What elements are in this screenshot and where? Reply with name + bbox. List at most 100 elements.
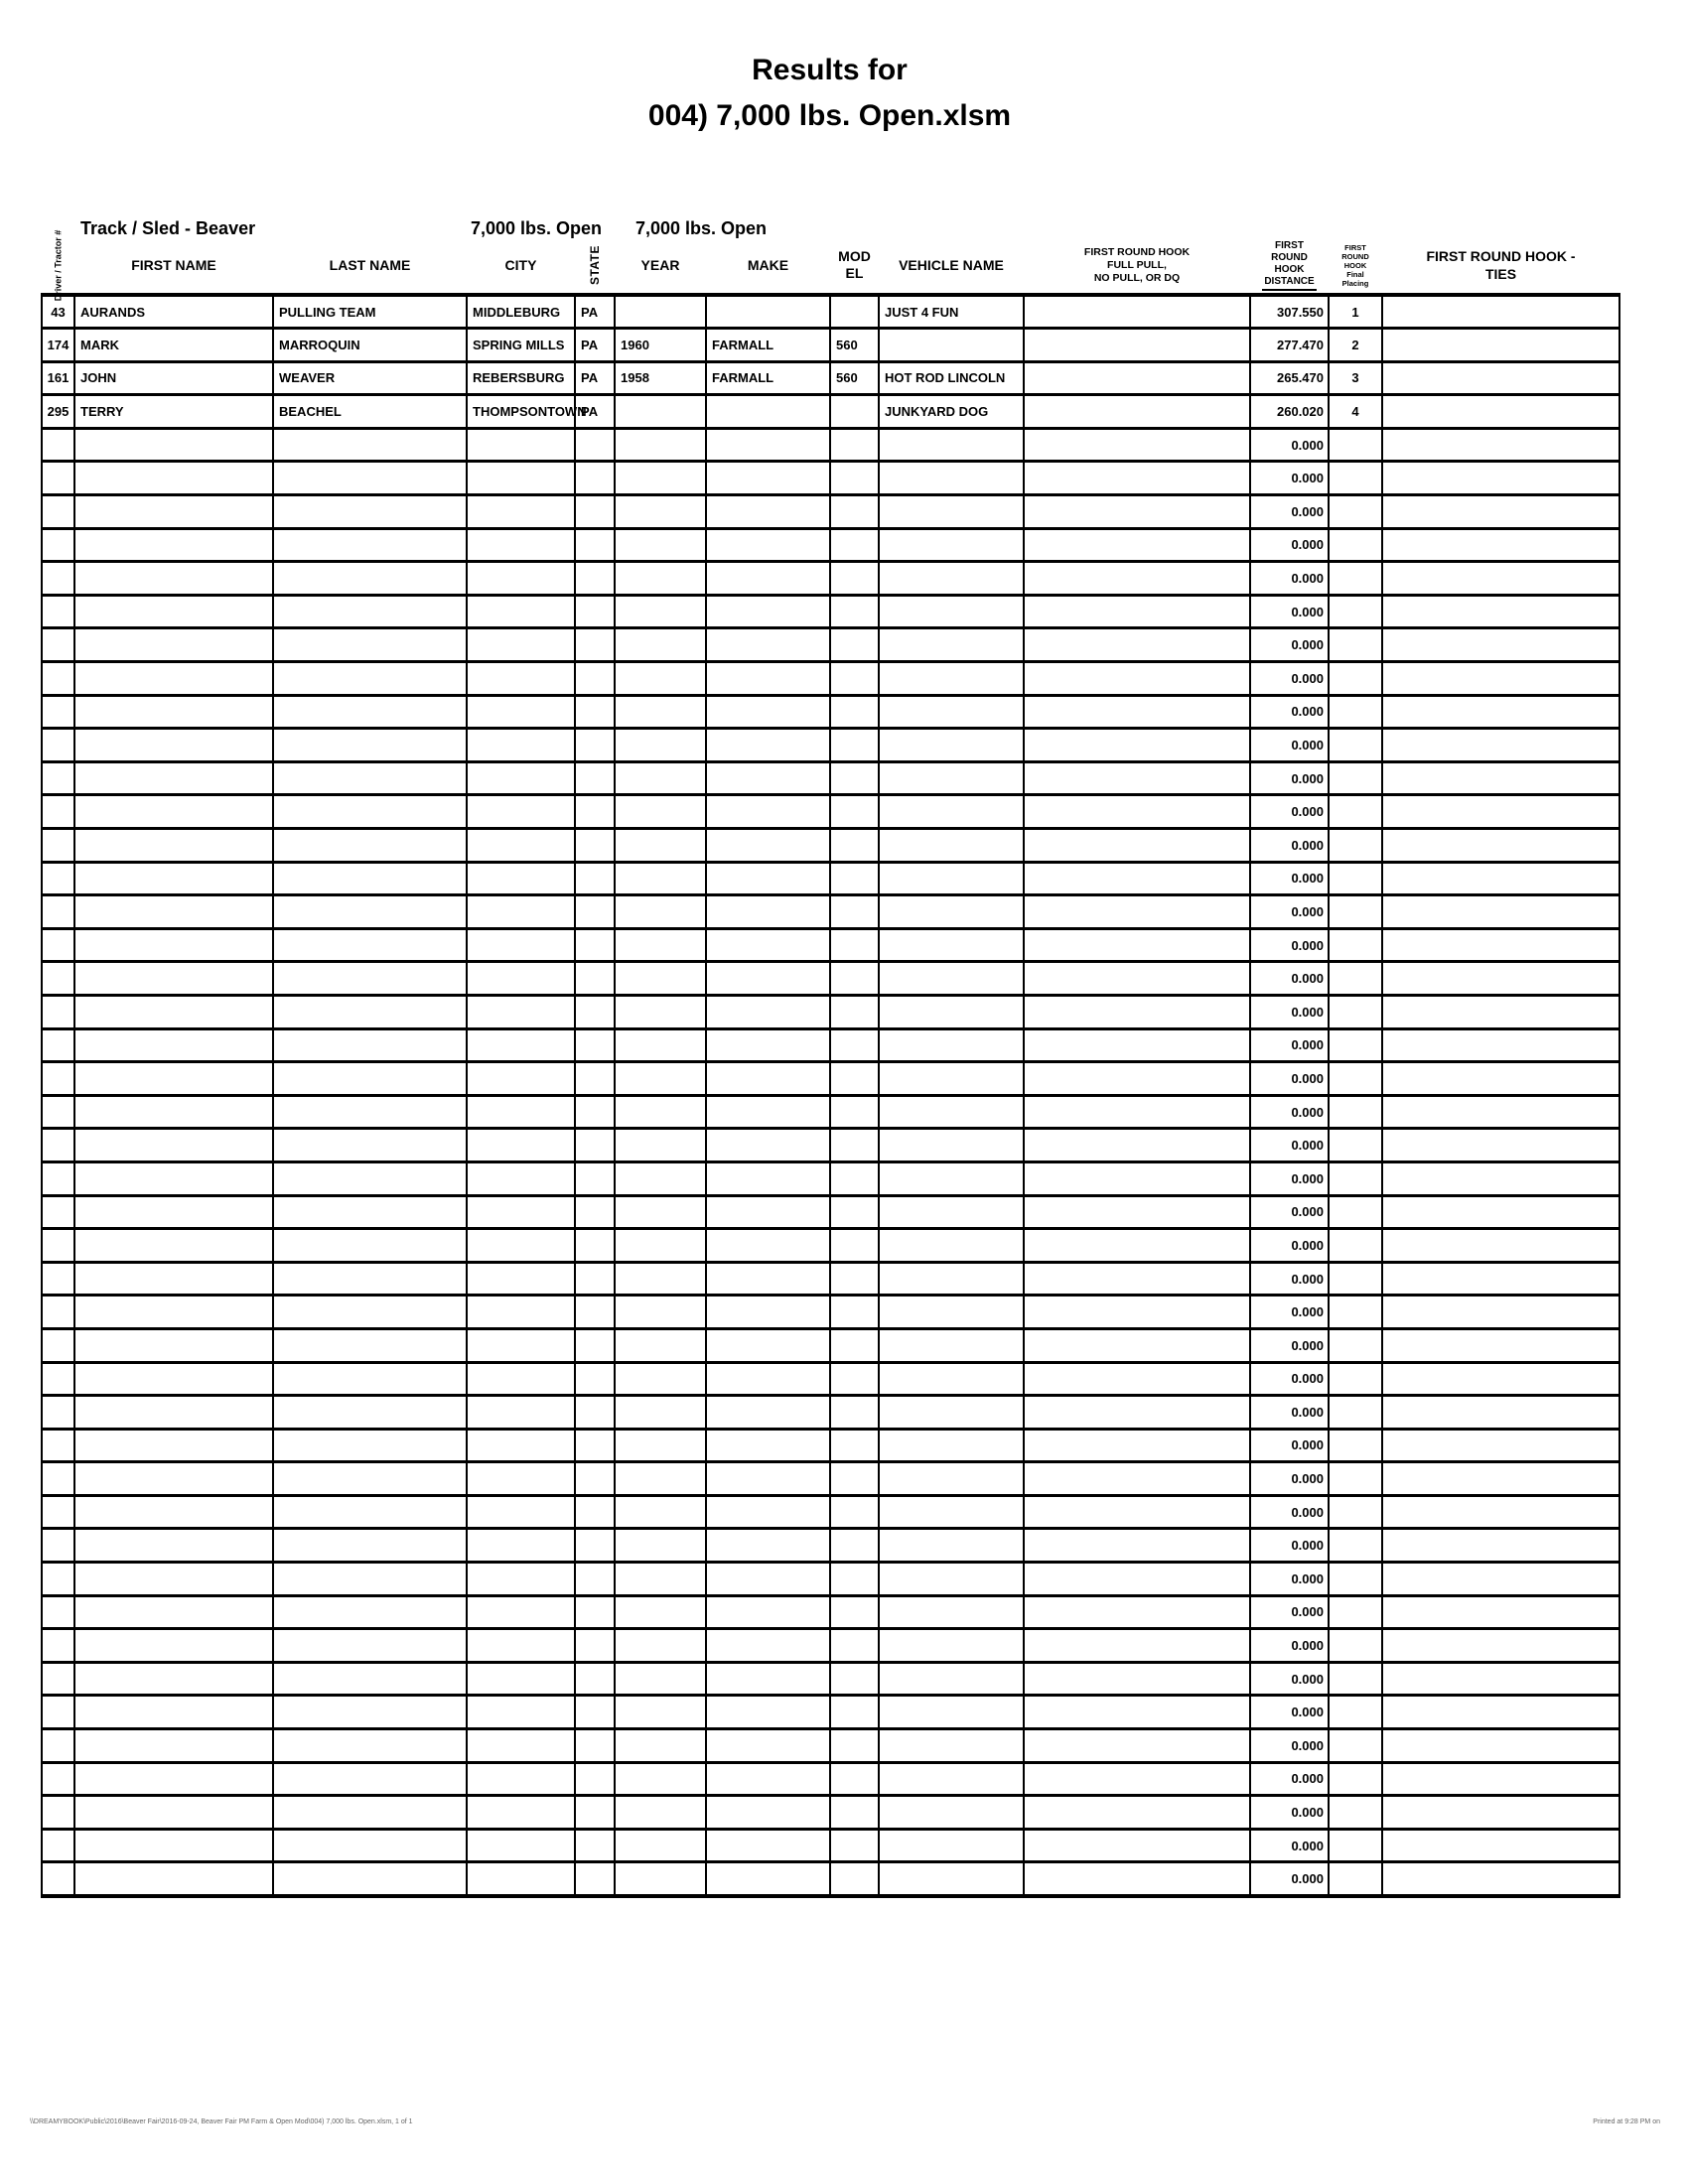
cell-city: REBERSBURG (466, 359, 576, 397)
cell-city (466, 893, 576, 930)
empty-table-row: 0.000 (41, 1060, 1620, 1097)
cell-last-name (272, 660, 468, 697)
cell-first-round-hook-placing: 3 (1328, 359, 1383, 397)
cell-driver-tractor-number (41, 1326, 75, 1364)
col-header-first-round-hook-result: FIRST ROUND HOOK FULL PULL, NO PULL, OR … (1024, 237, 1250, 297)
cell-first-round-hook-placing (1328, 1060, 1383, 1097)
cell-year (614, 1694, 707, 1731)
cell-last-name (272, 1694, 468, 1731)
cell-first-round-hook-distance: 0.000 (1249, 1561, 1330, 1597)
cell-model (829, 1026, 880, 1064)
cell-vehicle-name (878, 526, 1025, 564)
results-table: Driver / Tractor # FIRST NAME LAST NAME … (41, 229, 1620, 1898)
cell-first-round-hook-placing (1328, 727, 1383, 763)
cell-model (829, 1561, 880, 1597)
cell-vehicle-name (878, 926, 1025, 964)
cell-first-name (73, 1360, 274, 1398)
cell-last-name (272, 1160, 468, 1197)
cell-model (829, 293, 880, 331)
cell-driver-tractor-number (41, 1427, 75, 1464)
cell-first-round-hook-distance: 0.000 (1249, 426, 1330, 464)
cell-driver-tractor-number (41, 759, 75, 797)
cell-last-name (272, 1460, 468, 1497)
cell-first-name (73, 1394, 274, 1431)
cell-state (574, 1527, 616, 1565)
cell-first-name: MARK (73, 327, 274, 363)
cell-state (574, 1827, 616, 1864)
cell-first-round-hook-distance: 0.000 (1249, 759, 1330, 797)
cell-first-round-hook-distance: 0.000 (1249, 827, 1330, 864)
cell-state (574, 426, 616, 464)
cell-first-round-hook-ties (1381, 526, 1620, 564)
cell-year (614, 1493, 707, 1531)
empty-table-row: 0.000 (41, 1860, 1620, 1898)
cell-first-name (73, 727, 274, 763)
cell-first-round-hook-ties (1381, 327, 1620, 363)
cell-first-round-hook-distance: 0.000 (1249, 1760, 1330, 1798)
cell-model (829, 1860, 880, 1898)
empty-table-row: 0.000 (41, 960, 1620, 997)
cell-state (574, 526, 616, 564)
cell-first-round-hook-ties (1381, 1460, 1620, 1497)
cell-make (705, 1026, 831, 1064)
cell-first-round-hook-ties (1381, 1527, 1620, 1565)
col-header-state: STATE (575, 237, 615, 297)
cell-first-round-hook-distance: 0.000 (1249, 493, 1330, 530)
empty-table-row: 0.000 (41, 526, 1620, 564)
title-line2: 004) 7,000 lbs. Open.xlsm (647, 99, 1012, 132)
cell-first-round-hook-result (1023, 1294, 1251, 1330)
cell-first-round-hook-ties (1381, 1326, 1620, 1364)
cell-first-round-hook-result (1023, 1260, 1251, 1297)
empty-table-row: 0.000 (41, 1660, 1620, 1698)
cell-driver-tractor-number (41, 460, 75, 497)
cell-vehicle-name (878, 1827, 1025, 1864)
header-row: Driver / Tractor # FIRST NAME LAST NAME … (42, 229, 1619, 301)
cell-first-round-hook-placing (1328, 1193, 1383, 1231)
cell-first-round-hook-placing (1328, 793, 1383, 830)
cell-driver-tractor-number (41, 960, 75, 997)
cell-city (466, 1460, 576, 1497)
cell-make: FARMALL (705, 359, 831, 397)
cell-model (829, 693, 880, 731)
cell-driver-tractor-number (41, 1160, 75, 1197)
cell-first-name (73, 1093, 274, 1131)
cell-first-name (73, 660, 274, 697)
cell-make (705, 460, 831, 497)
cell-first-round-hook-placing (1328, 1493, 1383, 1531)
cell-first-round-hook-result (1023, 1561, 1251, 1597)
cell-model (829, 393, 880, 430)
cell-make (705, 1593, 831, 1631)
cell-first-round-hook-distance: 0.000 (1249, 1093, 1330, 1131)
cell-model (829, 926, 880, 964)
cell-model (829, 960, 880, 997)
cell-first-round-hook-result (1023, 526, 1251, 564)
cell-model (829, 1760, 880, 1798)
cell-vehicle-name (878, 1460, 1025, 1497)
cell-city (466, 1093, 576, 1131)
cell-vehicle-name (878, 727, 1025, 763)
cell-driver-tractor-number (41, 1493, 75, 1531)
cell-first-round-hook-result (1023, 1394, 1251, 1431)
cell-first-round-hook-placing (1328, 1394, 1383, 1431)
cell-year (614, 560, 707, 597)
cell-first-round-hook-result (1023, 1760, 1251, 1798)
cell-first-round-hook-distance: 0.000 (1249, 660, 1330, 697)
cell-state: PA (574, 327, 616, 363)
cell-make (705, 827, 831, 864)
cell-last-name (272, 1127, 468, 1163)
cell-year (614, 1794, 707, 1831)
cell-first-round-hook-ties (1381, 727, 1620, 763)
cell-first-round-hook-distance: 0.000 (1249, 526, 1330, 564)
cell-first-round-hook-ties (1381, 926, 1620, 964)
cell-first-round-hook-ties (1381, 693, 1620, 731)
cell-model (829, 1794, 880, 1831)
cell-state (574, 727, 616, 763)
empty-table-row: 0.000 (41, 827, 1620, 864)
cell-first-round-hook-ties (1381, 593, 1620, 630)
cell-vehicle-name (878, 1193, 1025, 1231)
cell-first-round-hook-placing (1328, 560, 1383, 597)
cell-city (466, 860, 576, 897)
cell-year (614, 1827, 707, 1864)
cell-first-round-hook-result (1023, 460, 1251, 497)
cell-last-name (272, 1427, 468, 1464)
